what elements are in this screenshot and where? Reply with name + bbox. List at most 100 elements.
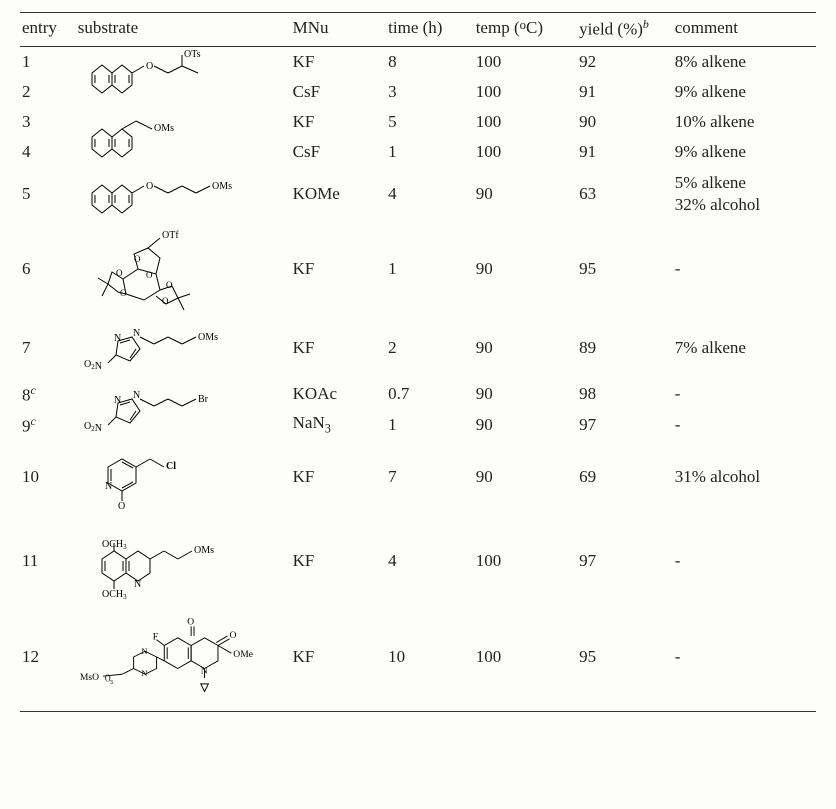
col-time: time (h) <box>386 13 474 47</box>
cell-temp: 90 <box>474 167 577 221</box>
cell-temp: 90 <box>474 409 577 440</box>
col-yield: yield (%)b <box>577 13 673 47</box>
cell-temp: 100 <box>474 46 577 77</box>
cell-mnu: CsF <box>291 137 387 167</box>
svg-text:Cl: Cl <box>166 461 176 472</box>
svg-text:O: O <box>229 629 236 640</box>
cell-yield: 97 <box>577 409 673 440</box>
svg-text:OCH3: OCH3 <box>102 589 127 601</box>
cell-entry: 1 <box>20 46 76 77</box>
svg-text:O: O <box>146 270 153 280</box>
table-row: 3 OMs KF51009010% alkene <box>20 107 816 137</box>
cell-temp: 90 <box>474 441 577 513</box>
cell-temp: 100 <box>474 137 577 167</box>
svg-text:F: F <box>153 631 158 642</box>
svg-text:O: O <box>116 268 123 278</box>
cell-mnu: KOMe <box>291 167 387 221</box>
cell-temp: 100 <box>474 77 577 107</box>
cell-entry: 11 <box>20 513 76 609</box>
col-entry: entry <box>20 13 76 47</box>
cell-yield: 69 <box>577 441 673 513</box>
col-mnu: MNu <box>291 13 387 47</box>
cell-entry: 8c <box>20 379 76 410</box>
cell-comment: 9% alkene <box>673 77 816 107</box>
cell-mnu: KOAc <box>291 379 387 410</box>
cell-time: 7 <box>386 441 474 513</box>
svg-text:O: O <box>134 254 141 264</box>
cell-substrate: OMs <box>76 107 291 167</box>
col-substrate: substrate <box>76 13 291 47</box>
cell-comment: 8% alkene <box>673 46 816 77</box>
header-row: entry substrate MNu time (h) temp (oC) y… <box>20 13 816 47</box>
svg-text:N: N <box>105 481 112 492</box>
svg-text:N: N <box>141 668 148 678</box>
cell-comment: 9% alkene <box>673 137 816 167</box>
col-comment: comment <box>673 13 816 47</box>
cell-entry: 10 <box>20 441 76 513</box>
cell-comment: 31% alcohol <box>673 441 816 513</box>
cell-mnu: NaN3 <box>291 409 387 440</box>
svg-text:OMs: OMs <box>212 181 232 192</box>
cell-comment: 10% alkene <box>673 107 816 137</box>
cell-temp: 90 <box>474 317 577 379</box>
svg-text:O: O <box>187 616 194 627</box>
table-row: 5 O OMs KOMe490635% alkene 32% alcohol <box>20 167 816 221</box>
table-row: 8c N N O2N Br KOAc0.79098- <box>20 379 816 410</box>
cell-substrate: O OMs <box>76 167 291 221</box>
cell-entry: 12 <box>20 609 76 712</box>
cell-mnu: KF <box>291 317 387 379</box>
cell-entry: 2 <box>20 77 76 107</box>
cell-time: 5 <box>386 107 474 137</box>
cell-yield: 89 <box>577 317 673 379</box>
table-row: 6 O O O O O O OTf KF19095- <box>20 221 816 317</box>
table-row: 12 O O OMe F N N N MsO (​) 3 KF1010095- <box>20 609 816 712</box>
cell-yield: 95 <box>577 609 673 712</box>
svg-text:O: O <box>118 501 125 511</box>
cell-entry: 6 <box>20 221 76 317</box>
cell-substrate: N OCH3 OCH3 OMs <box>76 513 291 609</box>
svg-text:OCH3: OCH3 <box>102 539 127 551</box>
cell-entry: 4 <box>20 137 76 167</box>
cell-yield: 63 <box>577 167 673 221</box>
cell-comment: - <box>673 221 816 317</box>
cell-time: 1 <box>386 137 474 167</box>
cell-entry: 9c <box>20 409 76 440</box>
cell-comment: - <box>673 513 816 609</box>
svg-text:N: N <box>114 395 121 406</box>
svg-text:O2N: O2N <box>84 421 102 434</box>
cell-temp: 100 <box>474 513 577 609</box>
cell-time: 4 <box>386 167 474 221</box>
cell-substrate: O O O O O O OTf <box>76 221 291 317</box>
cell-substrate: N N O2N OMs <box>76 317 291 379</box>
reaction-table: entry substrate MNu time (h) temp (oC) y… <box>20 12 816 712</box>
svg-text:N: N <box>141 646 148 656</box>
cell-mnu: KF <box>291 441 387 513</box>
cell-comment: - <box>673 609 816 712</box>
svg-text:N: N <box>200 665 207 676</box>
cell-time: 0.7 <box>386 379 474 410</box>
cell-substrate: O OTs <box>76 46 291 107</box>
cell-temp: 100 <box>474 107 577 137</box>
cell-yield: 92 <box>577 46 673 77</box>
table-row: 7 N N O2N OMs KF290897% alkene <box>20 317 816 379</box>
cell-entry: 3 <box>20 107 76 137</box>
cell-yield: 97 <box>577 513 673 609</box>
cell-substrate: O O OMe F N N N MsO (​) 3 <box>76 609 291 712</box>
cell-mnu: KF <box>291 609 387 712</box>
cell-comment: - <box>673 379 816 410</box>
cell-temp: 90 <box>474 221 577 317</box>
svg-text:O: O <box>146 61 153 72</box>
cell-comment: - <box>673 409 816 440</box>
cell-entry: 5 <box>20 167 76 221</box>
table-row: 10 N O Cl KF7906931% alcohol <box>20 441 816 513</box>
cell-temp: 100 <box>474 609 577 712</box>
svg-text:OTs: OTs <box>184 49 201 60</box>
cell-time: 1 <box>386 221 474 317</box>
cell-time: 10 <box>386 609 474 712</box>
svg-text:3: 3 <box>109 679 113 686</box>
cell-comment: 7% alkene <box>673 317 816 379</box>
svg-text:N: N <box>133 328 140 339</box>
svg-text:OMe: OMe <box>233 649 253 660</box>
cell-mnu: KF <box>291 221 387 317</box>
cell-substrate: N N O2N Br <box>76 379 291 441</box>
